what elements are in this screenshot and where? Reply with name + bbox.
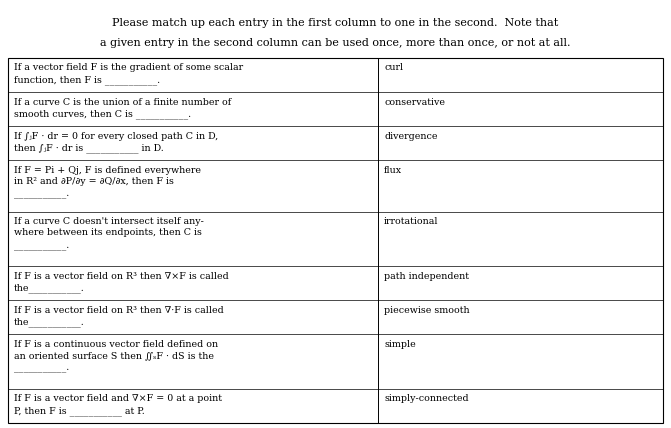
Bar: [8, 58, 663, 423]
Text: If ∫ⱼF · dr = 0 for every closed path C in D,
then ∫ⱼF · dr is ___________ in D.: If ∫ⱼF · dr = 0 for every closed path C …: [14, 132, 218, 153]
Text: curl: curl: [384, 63, 403, 72]
Text: flux: flux: [384, 166, 402, 175]
Text: If F is a vector field on R³ then ∇×F is called
the___________.: If F is a vector field on R³ then ∇×F is…: [14, 272, 229, 293]
Text: piecewise smooth: piecewise smooth: [384, 306, 470, 315]
Text: If a curve C doesn't intersect itself any-
where between its endpoints, then C i: If a curve C doesn't intersect itself an…: [14, 217, 204, 250]
Text: path independent: path independent: [384, 272, 469, 281]
Text: If F is a vector field on R³ then ∇·F is called
the___________.: If F is a vector field on R³ then ∇·F is…: [14, 306, 223, 327]
Text: conservative: conservative: [384, 98, 445, 107]
Text: If F is a continuous vector field defined on
an oriented surface S then ∬ₛF · dS: If F is a continuous vector field define…: [14, 340, 218, 372]
Text: irrotational: irrotational: [384, 217, 439, 226]
Text: If F is a vector field and ∇×F = 0 at a point
P, then F is ___________ at P.: If F is a vector field and ∇×F = 0 at a …: [14, 394, 222, 416]
Text: divergence: divergence: [384, 132, 437, 141]
Text: If F = Pi + Qj, F is defined everywhere
in R² and ∂P/∂y = ∂Q/∂x, then F is
_____: If F = Pi + Qj, F is defined everywhere …: [14, 166, 201, 199]
Text: simply-connected: simply-connected: [384, 394, 469, 403]
Text: If a vector field F is the gradient of some scalar
function, then F is _________: If a vector field F is the gradient of s…: [14, 63, 243, 85]
Text: If a curve C is the union of a finite number of
smooth curves, then C is _______: If a curve C is the union of a finite nu…: [14, 98, 231, 119]
Text: simple: simple: [384, 340, 416, 349]
Text: a given entry in the second column can be used once, more than once, or not at a: a given entry in the second column can b…: [100, 38, 571, 48]
Text: Please match up each entry in the first column to one in the second.  Note that: Please match up each entry in the first …: [112, 18, 559, 28]
